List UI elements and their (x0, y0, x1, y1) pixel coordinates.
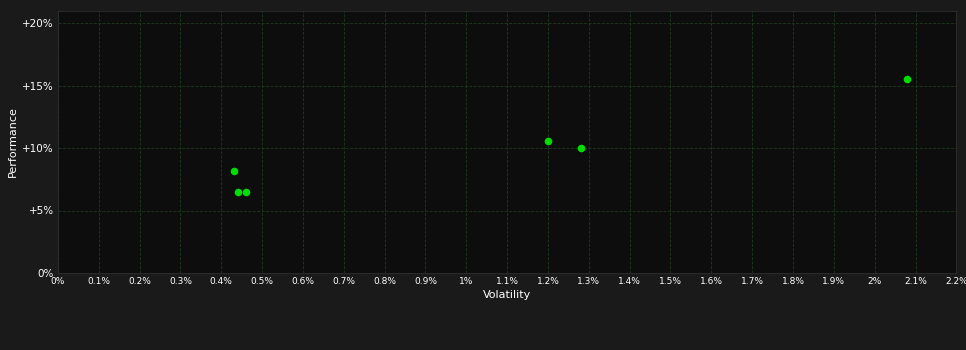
Point (899, 76, 915, 82)
Point (230, 189, 245, 195)
Point (573, 145, 588, 151)
X-axis label: Volatility: Volatility (483, 290, 531, 300)
Point (238, 189, 253, 195)
Point (226, 168, 242, 173)
Point (540, 138, 555, 143)
Y-axis label: Performance: Performance (8, 106, 18, 177)
